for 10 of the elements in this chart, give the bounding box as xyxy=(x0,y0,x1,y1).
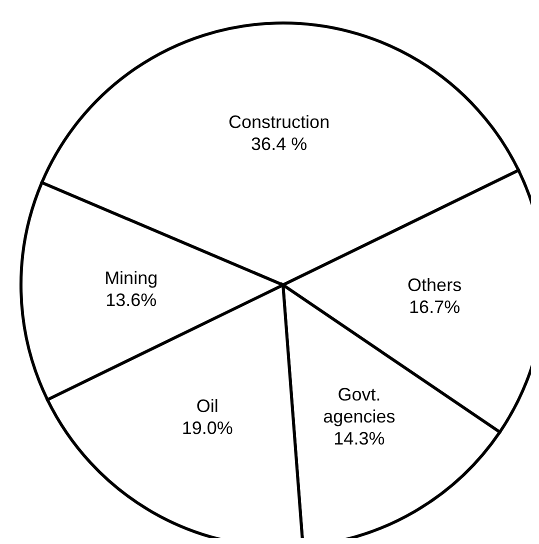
data-label: 14.3% xyxy=(334,428,385,448)
slice-label: Others xyxy=(408,274,462,295)
data-label: 19.0% xyxy=(182,418,233,438)
data-label: 13.6% xyxy=(106,290,157,310)
slice-label: Mining xyxy=(104,268,158,288)
data-label: 16.7% xyxy=(409,296,460,317)
data-label: 36.4 % xyxy=(251,134,308,154)
slice-label: Govt. agencies xyxy=(323,384,396,426)
slice-label: Oil xyxy=(196,396,218,416)
slice-label: Construction xyxy=(228,112,330,132)
